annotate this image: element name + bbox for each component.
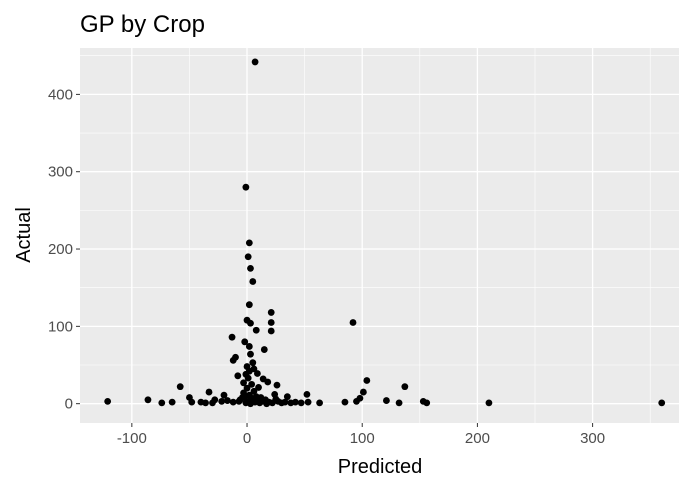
data-point [273,381,281,389]
x-tick-label: 100 [350,430,375,447]
data-point [168,398,176,406]
data-point [224,397,231,404]
data-point [245,343,253,350]
y-tick-label: 200 [48,241,73,258]
data-point [251,58,259,66]
data-point [341,398,349,406]
data-point [658,399,666,407]
data-point [255,384,262,391]
y-tick-label: 400 [48,86,73,103]
data-point [267,309,275,316]
data-point [260,346,268,353]
data-point [202,399,209,407]
data-point [363,377,371,384]
data-point [263,400,271,408]
data-point [359,388,367,396]
minor-gridlines [80,48,679,423]
data-point [158,399,166,407]
data-point [267,327,275,335]
data-point [247,319,254,327]
x-axis-title: Predicted [338,456,423,478]
data-point [243,384,251,392]
data-point [253,370,261,377]
data-point [272,395,280,403]
data-point [229,398,237,406]
data-point [228,333,236,341]
data-point [250,365,258,373]
data-point [252,326,260,334]
data-point [401,383,409,391]
data-point [247,350,254,358]
data-point [240,379,247,387]
data-point [281,398,289,406]
y-tick-label: 300 [48,164,73,181]
data-point [176,383,184,391]
data-point [205,388,213,396]
data-point [242,370,250,378]
data-point [264,378,272,386]
major-gridlines [80,48,679,423]
x-tick-label: -100 [117,430,147,447]
data-point [304,398,312,406]
data-point [248,380,256,388]
y-tick-label: 0 [65,396,73,413]
data-point [242,183,250,191]
data-point [395,399,403,407]
plot-panel [80,48,679,423]
x-tick-label: 0 [243,430,251,447]
chart-title: GP by Crop [80,11,205,38]
x-axis: -100 0 100 200 300 [117,423,605,447]
data-point [234,372,242,380]
data-points [104,58,666,408]
data-point [104,397,112,405]
data-point [316,399,323,407]
data-point [353,397,360,405]
data-point [485,399,493,407]
y-tick-label: 100 [48,318,73,335]
data-point [249,359,257,367]
data-point [188,398,196,406]
data-point [247,264,254,272]
data-point [252,393,260,401]
data-point [292,398,299,406]
y-axis-title: Actual [13,207,35,263]
data-point [283,393,291,401]
data-point [249,278,257,285]
y-axis: 0 100 200 300 400 [48,86,80,413]
data-point [250,387,258,395]
data-point [220,391,228,399]
data-point [303,390,311,398]
x-tick-label: 200 [465,430,490,447]
data-point [245,301,253,309]
data-point [349,319,357,326]
data-point [241,338,249,346]
data-point [235,397,243,405]
data-point [267,319,275,326]
data-point [144,396,152,404]
data-point [423,399,431,407]
data-point [245,239,253,247]
data-point [229,356,237,364]
data-point [244,253,252,261]
data-point [218,397,226,405]
x-tick-label: 300 [580,430,605,447]
data-point [209,399,216,407]
data-point [383,397,390,404]
data-point [297,399,305,407]
